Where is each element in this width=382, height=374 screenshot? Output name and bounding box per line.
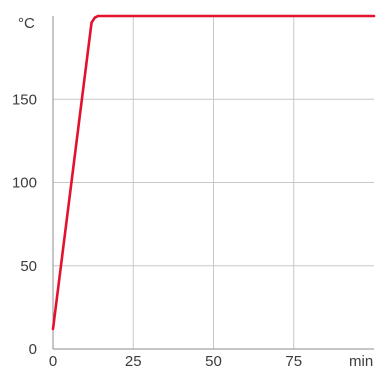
x-tick-label: 75 [285,353,302,370]
y-tick-label: 150 [12,91,37,108]
axes [52,16,374,350]
series [51,14,376,331]
x-tick-label: 0 [49,353,57,370]
y-tick-label: 100 [12,175,37,192]
temperature-series-line [51,14,376,331]
y-tick-label: 50 [20,258,37,275]
x-tick-label: 50 [205,353,222,370]
y-axis-unit-label: °C [18,15,35,32]
x-axis-unit-label: min [349,353,373,370]
grid [53,16,374,349]
y-tick-label: 0 [29,341,37,358]
tick-labels: °C min 0 25 50 75 0 50 100 150 [12,15,373,370]
x-tick-label: 25 [125,353,142,370]
